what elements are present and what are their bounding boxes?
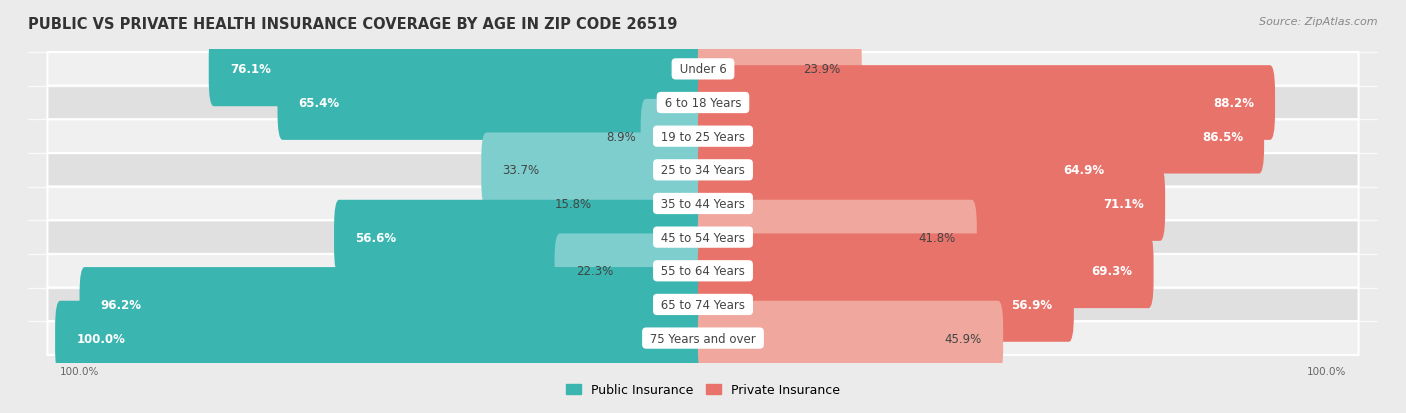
Text: 19 to 25 Years: 19 to 25 Years: [657, 131, 749, 143]
FancyBboxPatch shape: [697, 301, 1002, 375]
Text: 41.8%: 41.8%: [918, 231, 956, 244]
Text: 69.3%: 69.3%: [1091, 265, 1132, 278]
Text: 100.0%: 100.0%: [76, 332, 125, 345]
Text: 35 to 44 Years: 35 to 44 Years: [657, 197, 749, 211]
FancyBboxPatch shape: [48, 321, 1358, 355]
FancyBboxPatch shape: [481, 133, 709, 208]
FancyBboxPatch shape: [48, 120, 1358, 154]
Text: 8.9%: 8.9%: [606, 131, 636, 143]
FancyBboxPatch shape: [48, 221, 1358, 254]
FancyBboxPatch shape: [48, 187, 1358, 221]
FancyBboxPatch shape: [697, 200, 977, 275]
FancyBboxPatch shape: [80, 268, 709, 342]
FancyBboxPatch shape: [697, 268, 1074, 342]
FancyBboxPatch shape: [48, 154, 1358, 187]
Text: 71.1%: 71.1%: [1104, 197, 1144, 211]
Text: 76.1%: 76.1%: [231, 63, 271, 76]
FancyBboxPatch shape: [697, 66, 1275, 140]
Text: 64.9%: 64.9%: [1063, 164, 1104, 177]
Text: 100.0%: 100.0%: [60, 366, 100, 376]
Text: Under 6: Under 6: [676, 63, 730, 76]
FancyBboxPatch shape: [55, 301, 709, 375]
Text: 88.2%: 88.2%: [1213, 97, 1254, 110]
Text: 56.6%: 56.6%: [356, 231, 396, 244]
Text: 96.2%: 96.2%: [101, 298, 142, 311]
FancyBboxPatch shape: [48, 288, 1358, 321]
Text: 55 to 64 Years: 55 to 64 Years: [657, 265, 749, 278]
Text: 33.7%: 33.7%: [502, 164, 540, 177]
Text: 86.5%: 86.5%: [1202, 131, 1243, 143]
Text: 23.9%: 23.9%: [803, 63, 841, 76]
Text: 6 to 18 Years: 6 to 18 Years: [661, 97, 745, 110]
Text: Source: ZipAtlas.com: Source: ZipAtlas.com: [1260, 17, 1378, 26]
FancyBboxPatch shape: [554, 234, 709, 309]
Text: 25 to 34 Years: 25 to 34 Years: [657, 164, 749, 177]
FancyBboxPatch shape: [697, 33, 862, 107]
FancyBboxPatch shape: [277, 66, 709, 140]
FancyBboxPatch shape: [697, 234, 1153, 309]
Text: 22.3%: 22.3%: [575, 265, 613, 278]
Text: 56.9%: 56.9%: [1011, 298, 1053, 311]
Text: 65.4%: 65.4%: [298, 97, 340, 110]
FancyBboxPatch shape: [48, 53, 1358, 86]
Text: 45 to 54 Years: 45 to 54 Years: [657, 231, 749, 244]
FancyBboxPatch shape: [48, 86, 1358, 120]
Text: 45.9%: 45.9%: [945, 332, 981, 345]
FancyBboxPatch shape: [697, 133, 1125, 208]
FancyBboxPatch shape: [335, 200, 709, 275]
FancyBboxPatch shape: [48, 254, 1358, 288]
Text: 75 Years and over: 75 Years and over: [647, 332, 759, 345]
Text: 15.8%: 15.8%: [555, 197, 592, 211]
FancyBboxPatch shape: [697, 100, 1264, 174]
FancyBboxPatch shape: [208, 33, 709, 107]
Text: PUBLIC VS PRIVATE HEALTH INSURANCE COVERAGE BY AGE IN ZIP CODE 26519: PUBLIC VS PRIVATE HEALTH INSURANCE COVER…: [28, 17, 678, 31]
Legend: Public Insurance, Private Insurance: Public Insurance, Private Insurance: [561, 378, 845, 401]
Text: 100.0%: 100.0%: [1306, 366, 1346, 376]
FancyBboxPatch shape: [596, 167, 709, 241]
FancyBboxPatch shape: [697, 167, 1166, 241]
FancyBboxPatch shape: [641, 100, 709, 174]
Text: 65 to 74 Years: 65 to 74 Years: [657, 298, 749, 311]
